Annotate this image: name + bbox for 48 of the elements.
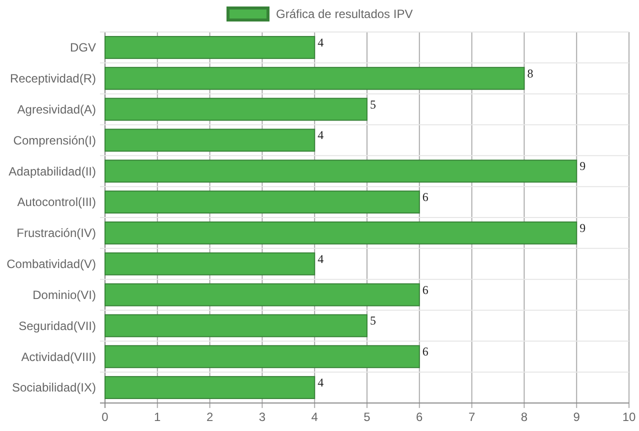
data-label: 6 [422, 190, 428, 204]
bar [104, 314, 368, 338]
x-tick-label: 0 [102, 410, 109, 424]
data-label: 6 [422, 282, 428, 297]
bar [104, 36, 316, 59]
x-tick-label: 5 [364, 410, 371, 424]
y-tick-label: Frustración(IV) [16, 226, 96, 240]
x-tick-label: 4 [311, 410, 318, 424]
y-tick-label: Seguridad(VII) [18, 318, 96, 333]
data-label: 9 [580, 159, 586, 174]
bar [104, 283, 420, 306]
bar [104, 345, 420, 368]
bar [104, 221, 578, 244]
bar [104, 252, 316, 276]
y-tick-label: Actividad(VIII) [21, 350, 96, 364]
x-tick-label: 8 [520, 410, 528, 424]
x-tick-label: 9 [573, 410, 580, 424]
y-tick-label: Sociabilidad(IX) [12, 380, 96, 395]
legend-label: Gráfica de resultados IPV [276, 7, 413, 21]
x-tick-label: 1 [154, 410, 162, 424]
x-tick-label: 3 [258, 410, 266, 424]
y-tick-label: Agresividad(A) [17, 102, 96, 116]
x-tick-label: 6 [416, 410, 424, 424]
data-label: 4 [318, 128, 324, 142]
bar [104, 190, 420, 214]
y-tick-label: Adaptabilidad(II) [8, 164, 96, 178]
x-tick-label: 10 [622, 410, 636, 424]
data-label: 5 [370, 314, 376, 328]
data-label: 4 [318, 35, 324, 50]
data-label: 9 [580, 220, 586, 235]
data-label: 4 [318, 376, 324, 390]
bar [104, 160, 578, 183]
bar [104, 66, 525, 90]
data-label: 4 [318, 252, 324, 266]
y-tick-label: Combatividad(V) [6, 257, 96, 272]
bar [104, 98, 368, 121]
y-tick-label: Dominio(VI) [32, 288, 96, 302]
y-tick-label: Autocontrol(III) [17, 195, 96, 210]
y-tick-label: Receptividad(R) [10, 72, 96, 86]
data-label: 8 [527, 66, 534, 80]
data-label: 5 [370, 97, 376, 112]
y-tick-label: Comprensión(I) [13, 133, 96, 148]
bar [104, 128, 316, 152]
bar [104, 376, 316, 400]
y-tick-label: DGV [70, 40, 96, 55]
x-tick-label: 2 [206, 410, 214, 424]
x-tick-label: 7 [468, 410, 476, 424]
data-label: 6 [422, 344, 428, 359]
